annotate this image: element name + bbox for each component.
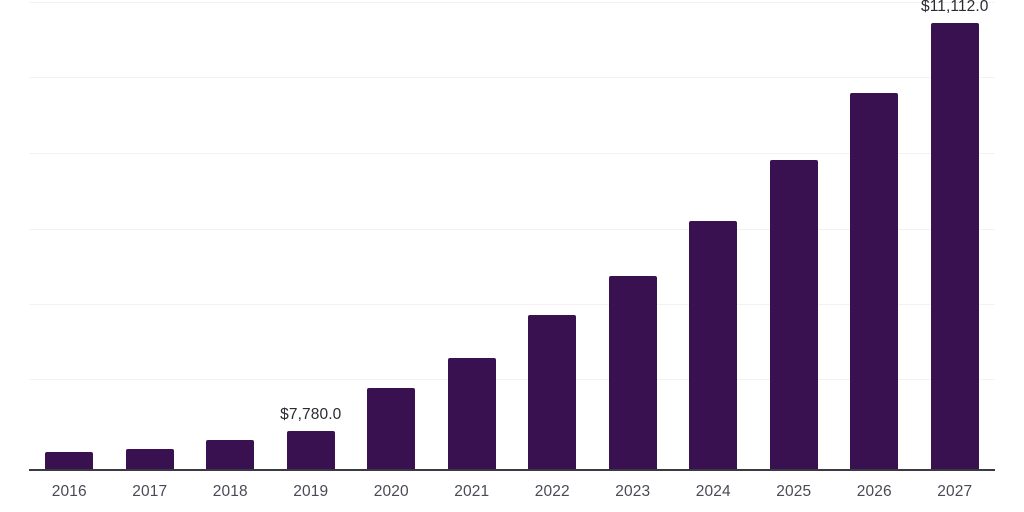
x-tick-label-2025: 2025	[776, 483, 812, 500]
x-tick-label-2022: 2022	[534, 483, 570, 500]
bar-group-2016[interactable]	[29, 0, 110, 470]
gridline	[29, 379, 995, 380]
x-tick-label-2016: 2016	[51, 483, 87, 500]
x-axis-line	[29, 469, 995, 471]
x-tick-label-2024: 2024	[695, 483, 731, 500]
bar-group-2020[interactable]	[351, 0, 432, 470]
x-axis-labels: 2016 2017 2018 2019 2020 2021 2022 2023 2024 2025…	[0, 470, 1024, 512]
x-tick-label-2017: 2017	[132, 483, 168, 500]
bar-value-label-2019: $7,780.0	[280, 405, 342, 423]
x-tick-label-2021: 2021	[454, 483, 490, 500]
bar-2020[interactable]	[367, 388, 416, 470]
bar-2018[interactable]	[206, 439, 255, 470]
bar-group-2017[interactable]	[110, 0, 191, 470]
bar-2027[interactable]	[930, 23, 979, 470]
bar-2017[interactable]	[125, 449, 174, 470]
bar-2023[interactable]	[608, 275, 657, 470]
bar-2021[interactable]	[447, 357, 496, 470]
x-tick-label-2023: 2023	[615, 483, 651, 500]
bar-2025[interactable]	[769, 159, 818, 470]
bar-group-2021[interactable]	[432, 0, 513, 470]
bar-2016[interactable]	[45, 452, 94, 470]
bars-layer: $7,780.0 $11,112.0	[29, 0, 996, 470]
x-tick-label-2027: 2027	[937, 483, 973, 500]
x-tick-label-2019: 2019	[293, 483, 329, 500]
bar-group-2025[interactable]	[754, 0, 835, 470]
x-tick-label-2026: 2026	[856, 483, 892, 500]
gridline	[29, 2, 995, 3]
gridline-layer	[29, 0, 995, 470]
x-tick-label-2020: 2020	[373, 483, 409, 500]
bar-2019[interactable]	[286, 430, 335, 470]
gridline	[29, 153, 995, 154]
bar-group-2023[interactable]	[593, 0, 674, 470]
bar-group-2022[interactable]	[512, 0, 593, 470]
bar-group-2019[interactable]: $7,780.0	[271, 0, 352, 470]
bar-2024[interactable]	[689, 220, 738, 470]
x-tick-label-2018: 2018	[212, 483, 248, 500]
gridline	[29, 304, 995, 305]
bar-2026[interactable]	[850, 92, 899, 470]
bar-group-2024[interactable]	[673, 0, 754, 470]
bar-value-label-2027: $11,112.0	[920, 0, 989, 16]
bar-group-2027[interactable]: $11,112.0	[915, 0, 996, 470]
gridline	[29, 229, 995, 230]
bar-group-2026[interactable]	[834, 0, 915, 470]
gridline	[29, 77, 995, 78]
bar-2022[interactable]	[528, 315, 577, 470]
bar-group-2018[interactable]	[190, 0, 271, 470]
